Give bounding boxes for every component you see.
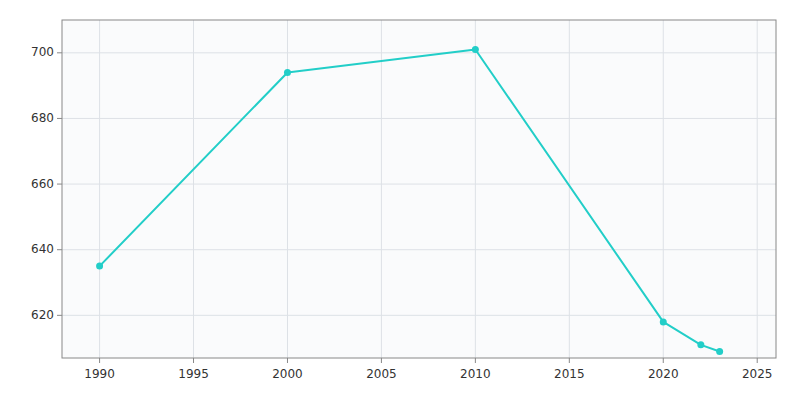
x-tick-label: 2005 (366, 367, 397, 381)
y-tick-label: 640 (31, 242, 54, 256)
x-grid-line (381, 20, 382, 358)
point (660, 318, 667, 325)
y-grid-line (62, 315, 776, 316)
x-tick-label: 2015 (554, 367, 585, 381)
x-grid-line (99, 20, 100, 358)
y-grid-line (62, 184, 776, 185)
x-tick-label: 2010 (460, 367, 491, 381)
line (100, 50, 720, 352)
y-tick-label: 620 (31, 308, 54, 322)
y-tick-label: 680 (31, 111, 54, 125)
point (716, 348, 723, 355)
x-tick (287, 358, 288, 363)
x-tick (475, 358, 476, 363)
x-tick (381, 358, 382, 363)
point (284, 69, 291, 76)
chart-container: 620 640 660 680 700 1990 1995 2000 2005 2010 2015 2… (0, 0, 800, 400)
x-tick (757, 358, 758, 363)
y-tick (57, 118, 62, 119)
y-tick (57, 52, 62, 53)
grid (62, 20, 776, 358)
point (96, 263, 103, 270)
x-tick-label: 1990 (84, 367, 115, 381)
x-grid-line (663, 20, 664, 358)
y-tick-label: 700 (31, 45, 54, 59)
point (472, 46, 479, 53)
plot-frame (62, 20, 776, 358)
series (96, 46, 723, 355)
plot-background (62, 20, 776, 358)
x-tick-label: 2020 (648, 367, 679, 381)
point (697, 341, 704, 348)
y-tick-label: 660 (31, 177, 54, 191)
x-tick-label: 2025 (742, 367, 773, 381)
y-grid-line (62, 52, 776, 53)
y-grid-line (62, 249, 776, 250)
x-grid-line (757, 20, 758, 358)
x-tick (663, 358, 664, 363)
x-tick-label: 1995 (178, 367, 209, 381)
x-grid-line (193, 20, 194, 358)
x-grid-line (569, 20, 570, 358)
x-tick (569, 358, 570, 363)
y-tick (57, 315, 62, 316)
x-tick (193, 358, 194, 363)
y-tick (57, 184, 62, 185)
axes: 620 640 660 680 700 1990 1995 2000 2005 2010 2015 2… (31, 20, 776, 381)
y-grid-line (62, 118, 776, 119)
x-tick (99, 358, 100, 363)
x-tick-label: 2000 (272, 367, 303, 381)
y-tick (57, 249, 62, 250)
x-grid-line (475, 20, 476, 358)
chart-svg: 620 640 660 680 700 1990 1995 2000 2005 2010 2015 2… (0, 0, 800, 400)
